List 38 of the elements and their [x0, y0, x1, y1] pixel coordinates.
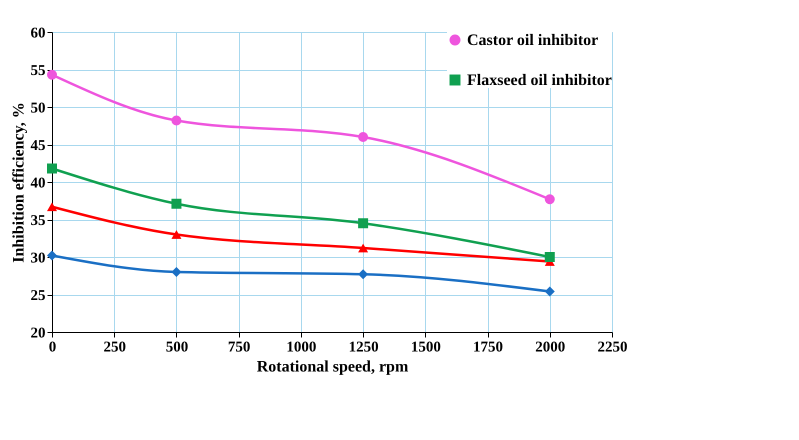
- point: [47, 202, 57, 212]
- legend-label: Flaxseed oil inhibitor: [467, 72, 612, 89]
- y-tick-label: 20: [30, 326, 46, 342]
- legend-label: Castor oil inhibitor: [467, 32, 598, 49]
- y-tick-label: 55: [30, 63, 46, 79]
- point: [171, 267, 182, 277]
- x-tick-label: 1250: [348, 340, 379, 356]
- x-tick-label: 1500: [410, 340, 441, 356]
- x-tick-label: 500: [166, 340, 188, 356]
- point: [544, 194, 555, 204]
- y-axis-title: Inhibition efficiency, %: [10, 102, 28, 263]
- y-tick-label: 40: [30, 176, 46, 192]
- x-tick-label: 2000: [535, 340, 566, 356]
- y-tick-label: 30: [30, 250, 46, 266]
- point: [171, 230, 182, 239]
- x-tick-label: 750: [228, 340, 250, 356]
- x-tick-label: 1750: [473, 340, 504, 356]
- point: [47, 250, 57, 260]
- y-tick-label: 45: [30, 138, 46, 154]
- x-axis-title: Rotational speed, rpm: [256, 358, 409, 376]
- point: [358, 218, 368, 228]
- point: [358, 269, 368, 280]
- point: [358, 132, 368, 142]
- y-tick-label: 35: [30, 213, 46, 229]
- point: [171, 116, 182, 126]
- y-tick-label: 25: [30, 288, 46, 304]
- y-tick-label: 60: [30, 26, 46, 42]
- x-tick-label: 0: [48, 340, 56, 356]
- point: [544, 286, 555, 296]
- x-tick-label: 250: [103, 340, 126, 356]
- y-tick-label: 50: [30, 100, 46, 116]
- x-tick-label: 1000: [286, 340, 316, 356]
- point: [47, 70, 57, 80]
- point: [171, 198, 182, 209]
- point: [358, 244, 368, 252]
- x-tick-label: 2250: [598, 340, 628, 356]
- point: [47, 164, 57, 174]
- point: [544, 252, 555, 262]
